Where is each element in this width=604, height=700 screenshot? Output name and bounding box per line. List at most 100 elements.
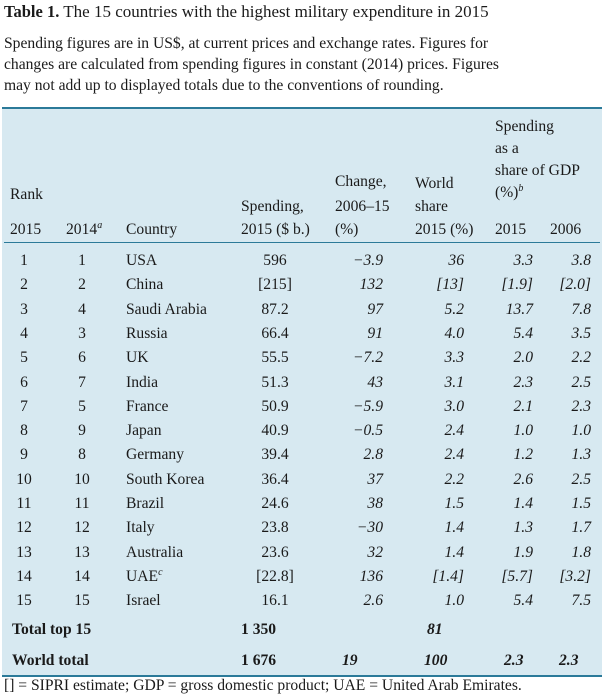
spending-cell: 55.5 (261, 349, 289, 367)
rank-2015-cell: 14 (16, 567, 32, 585)
world-share-cell: 36 (448, 252, 464, 269)
gdp-2015-cell: 1.9 (513, 543, 534, 561)
change-cell: 136 (359, 567, 383, 585)
world-share-cell: 3.3 (444, 349, 465, 367)
table-row: 11 11 Brazil 24.6 38 1.5 1.4 1.5 (2, 492, 602, 516)
country-cell: Italy (126, 519, 155, 537)
gdp-2006-cell: [3.2] (559, 567, 591, 585)
spending-cell: 16.1 (261, 592, 289, 610)
world-total-spending: 1 676 (241, 652, 277, 669)
spending-cell: 23.6 (261, 543, 289, 561)
table-row: 2 2 China [215] 132 [13] [1.9] [2.0] (2, 273, 602, 297)
rank-2015-cell: 8 (20, 422, 28, 440)
gdp-2006-cell: 1.5 (571, 495, 592, 512)
rank-2015-cell: 12 (16, 519, 32, 537)
rank-2014-cell: 9 (78, 422, 86, 440)
gdp-2015-cell: 1.3 (513, 519, 534, 537)
spending-cell: [215] (258, 276, 292, 294)
table-row: 14 14 UAEc [22.8] 136 [1.4] [5.7] [3.2] (2, 565, 602, 589)
country-cell: Australia (126, 543, 184, 561)
header-spending-line1: Spending, (241, 198, 304, 215)
rank-2015-cell: 10 (16, 470, 32, 488)
rank-2015-cell: 13 (16, 543, 32, 561)
country-cell: France (126, 397, 169, 415)
gdp-2006-cell: 2.5 (571, 470, 592, 488)
rank-2015-cell: 11 (16, 495, 32, 512)
gdp-2015-cell: 3.3 (513, 252, 534, 269)
change-cell: 132 (359, 276, 383, 294)
table-row: 7 5 France 50.9 −5.9 3.0 2.1 2.3 (2, 395, 602, 419)
header-gdp-2015: 2015 (495, 221, 527, 238)
rank-2015-cell: 2 (20, 276, 28, 294)
header-divider (4, 242, 600, 243)
world-share-cell: 1.0 (444, 592, 465, 610)
world-total-label: World total (12, 652, 89, 669)
header-gdp-2006: 2006 (550, 221, 582, 238)
gdp-2006-cell: 7.8 (571, 300, 592, 318)
world-total-change: 19 (342, 652, 358, 669)
country-cell: Saudi Arabia (126, 300, 207, 318)
rank-2015-cell: 7 (20, 397, 28, 415)
spending-cell: 66.4 (261, 324, 289, 342)
country-cell: China (126, 276, 164, 294)
world-share-cell: 2.4 (444, 422, 465, 440)
header-gdp-line2: as a (495, 140, 519, 157)
header-change-line3: (%) (335, 221, 359, 238)
header-change-line2: 2006–15 (335, 198, 390, 215)
world-share-cell: [13] (436, 276, 464, 294)
rank-2015-cell: 4 (20, 324, 28, 342)
rank-2015-cell: 3 (20, 300, 28, 318)
rank-2014-cell: 10 (74, 470, 90, 488)
world-share-cell: 5.2 (444, 300, 465, 318)
header-world-line1: World (415, 175, 454, 192)
gdp-2015-cell: 13.7 (505, 300, 533, 318)
table-row: 8 9 Japan 40.9 −0.5 2.4 1.0 1.0 (2, 419, 602, 443)
rank-2014-cell: 3 (78, 324, 86, 342)
table-row: 5 6 UK 55.5 −7.2 3.3 2.0 2.2 (2, 346, 602, 370)
total-top15-label: Total top 15 (12, 621, 92, 638)
country-cell: South Korea (126, 470, 205, 488)
table-row: 10 10 South Korea 36.4 37 2.2 2.6 2.5 (2, 468, 602, 492)
table-row: 3 4 Saudi Arabia 87.2 97 5.2 13.7 7.8 (2, 298, 602, 322)
header-country: Country (126, 221, 178, 238)
table-row: 6 7 India 51.3 43 3.1 2.3 2.5 (2, 371, 602, 395)
gdp-2015-cell: 2.1 (513, 397, 534, 415)
rank-2015-cell: 5 (20, 349, 28, 367)
table-row: 1 1 USA 596 −3.9 36 3.3 3.8 (2, 249, 602, 273)
rank-2014-cell: 11 (74, 495, 90, 512)
world-share-cell: 2.2 (444, 470, 465, 488)
gdp-2015-cell: 5.4 (513, 592, 534, 610)
rank-2015-cell: 9 (20, 446, 28, 464)
world-share-cell: 1.5 (444, 495, 465, 512)
rank-2014-cell: 14 (74, 567, 90, 585)
world-total-world-share: 100 (424, 652, 448, 669)
rank-2014-cell: 15 (74, 592, 90, 610)
data-table: Rank 2015 2014a Country Spending, 2015 (… (2, 107, 602, 677)
rank-2014-cell: 1 (78, 252, 86, 269)
table-row: 9 8 Germany 39.4 2.8 2.4 1.2 1.3 (2, 443, 602, 467)
country-cell: Brazil (126, 495, 165, 512)
country-cell: Israel (126, 592, 161, 610)
header-world-line2: share (415, 198, 448, 215)
table-caption: The 15 countries with the highest milita… (59, 2, 489, 21)
table-row: 12 12 Italy 23.8 −30 1.4 1.3 1.7 (2, 516, 602, 540)
change-cell: 43 (367, 373, 383, 391)
country-cell: Japan (126, 422, 162, 440)
rank-2014-cell: 12 (74, 519, 90, 537)
header-change-line1: Change, (335, 173, 387, 190)
table-number: Table 1. (4, 2, 60, 21)
header-world-line3: 2015 (%) (415, 221, 474, 238)
country-cell: Russia (126, 324, 168, 342)
rank-2014-cell: 13 (74, 543, 90, 561)
gdp-2006-cell: 1.3 (571, 446, 592, 464)
header-spending-line2: 2015 ($ b.) (241, 221, 310, 238)
spending-cell: [22.8] (256, 567, 294, 585)
gdp-2006-cell: 1.0 (571, 422, 592, 440)
world-share-cell: 2.4 (444, 446, 465, 464)
change-cell: −30 (356, 519, 383, 537)
world-share-cell: 4.0 (444, 324, 465, 342)
spending-cell: 23.8 (261, 519, 289, 537)
country-cell: UK (126, 349, 149, 367)
spending-cell: 51.3 (261, 373, 289, 391)
